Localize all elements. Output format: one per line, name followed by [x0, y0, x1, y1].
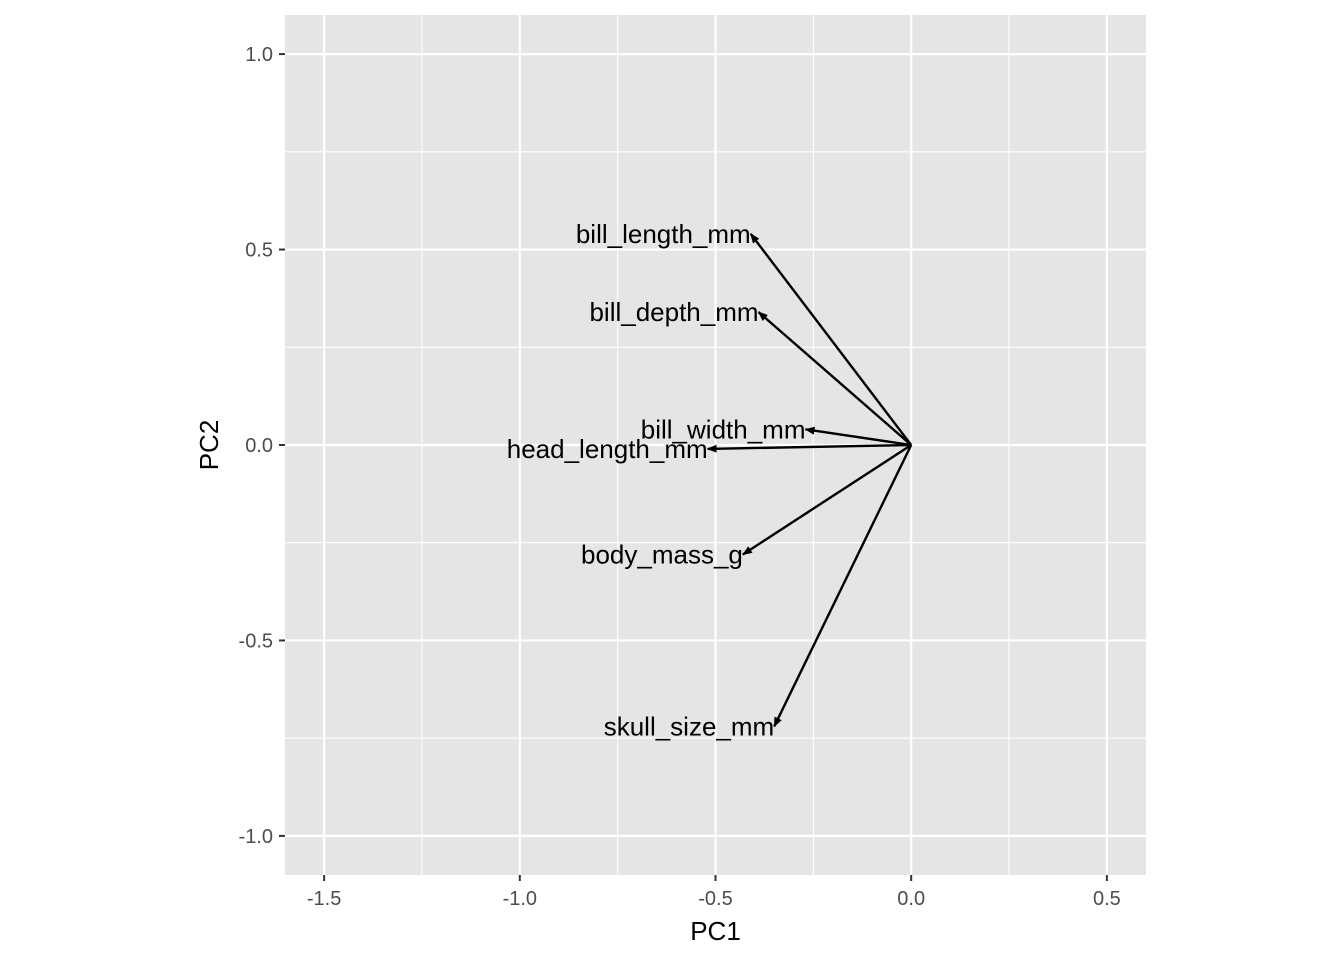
- loading-label: skull_size_mm: [604, 711, 775, 741]
- loading-label: body_mass_g: [581, 539, 743, 569]
- y-axis-title: PC2: [194, 420, 224, 471]
- loading-vectors: [706, 233, 913, 728]
- x-tick-label: -1.5: [307, 888, 341, 910]
- y-tick-label: -1.0: [239, 826, 273, 848]
- y-tick-label: 0.5: [245, 240, 273, 262]
- loading-vector-labels: bill_length_mm bill_depth_mm bill_width_mm…: [507, 219, 806, 742]
- x-tick-label: -1.0: [503, 888, 537, 910]
- loading-arrow-bill_depth_mm: [757, 311, 912, 446]
- y-tick-label: 1.0: [245, 44, 273, 66]
- x-tick-label: -0.5: [698, 888, 732, 910]
- x-axis-tick-labels: -1.5 -1.0 -0.5 0.0 0.5: [307, 888, 1121, 910]
- x-tick-label: 0.0: [897, 888, 925, 910]
- loading-arrow-bill_length_mm: [749, 233, 913, 446]
- loading-label: head_length_mm: [507, 434, 708, 464]
- x-axis-title: PC1: [690, 916, 741, 946]
- y-tick-label: -0.5: [239, 630, 273, 652]
- loading-arrow-skull_size_mm: [773, 444, 913, 728]
- axis-ticks: [279, 53, 1108, 881]
- x-tick-label: 0.5: [1093, 888, 1121, 910]
- loading-label: bill_width_mm: [641, 414, 806, 444]
- loading-label: bill_length_mm: [576, 219, 751, 249]
- y-tick-label: 0.0: [245, 435, 273, 457]
- loading-arrow-body_mass_g: [742, 443, 912, 556]
- loading-arrow-head_length_mm: [706, 443, 912, 453]
- loading-arrow-bill_width_mm: [804, 426, 912, 447]
- loading-label: bill_depth_mm: [589, 297, 758, 327]
- y-axis-tick-labels: -1.0 -0.5 0.0 0.5 1.0: [239, 44, 273, 848]
